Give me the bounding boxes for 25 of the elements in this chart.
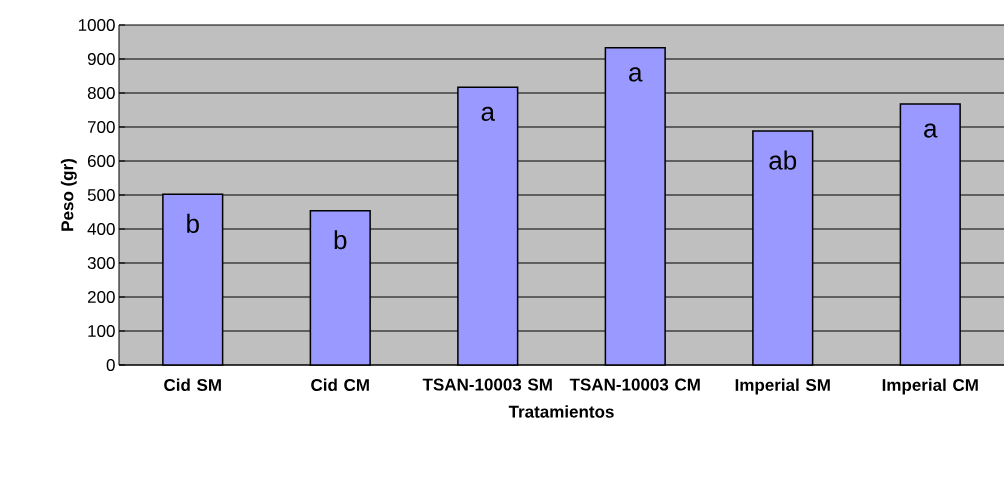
x-tick-label: Cid SM xyxy=(164,378,221,392)
y-axis-title: Peso (gr) xyxy=(60,159,77,231)
y-tick-label: 0 xyxy=(106,358,115,372)
y-tick-label: 1000 xyxy=(78,18,115,32)
annotation: a xyxy=(629,67,643,82)
y-tick-label: 600 xyxy=(87,154,115,168)
y-tick-label: 900 xyxy=(87,52,115,66)
x-axis-title: Tratamientos xyxy=(508,405,614,418)
annotation: a xyxy=(481,106,495,121)
annotation: b xyxy=(334,230,347,250)
x-tick-label: Imperial SM xyxy=(735,378,830,395)
annotation: a xyxy=(924,123,938,138)
y-tick-label: 300 xyxy=(87,256,115,270)
y-tick-label: 800 xyxy=(87,86,115,100)
y-tick-label: 200 xyxy=(87,290,115,304)
annotation: b xyxy=(187,213,199,233)
annotation: ab xyxy=(769,150,797,170)
x-tick-label: Cid CM xyxy=(311,378,369,392)
y-tick-label: 100 xyxy=(88,324,115,338)
y-tick-label: 500 xyxy=(87,188,115,202)
x-tick-label: TSAN-10003 SM xyxy=(422,378,552,391)
x-tick-label: TSAN-10003 CM xyxy=(569,378,700,391)
y-tick-label: 400 xyxy=(87,222,115,236)
x-tick-label: Imperial CM xyxy=(882,378,978,395)
y-tick-label: 700 xyxy=(87,120,115,134)
